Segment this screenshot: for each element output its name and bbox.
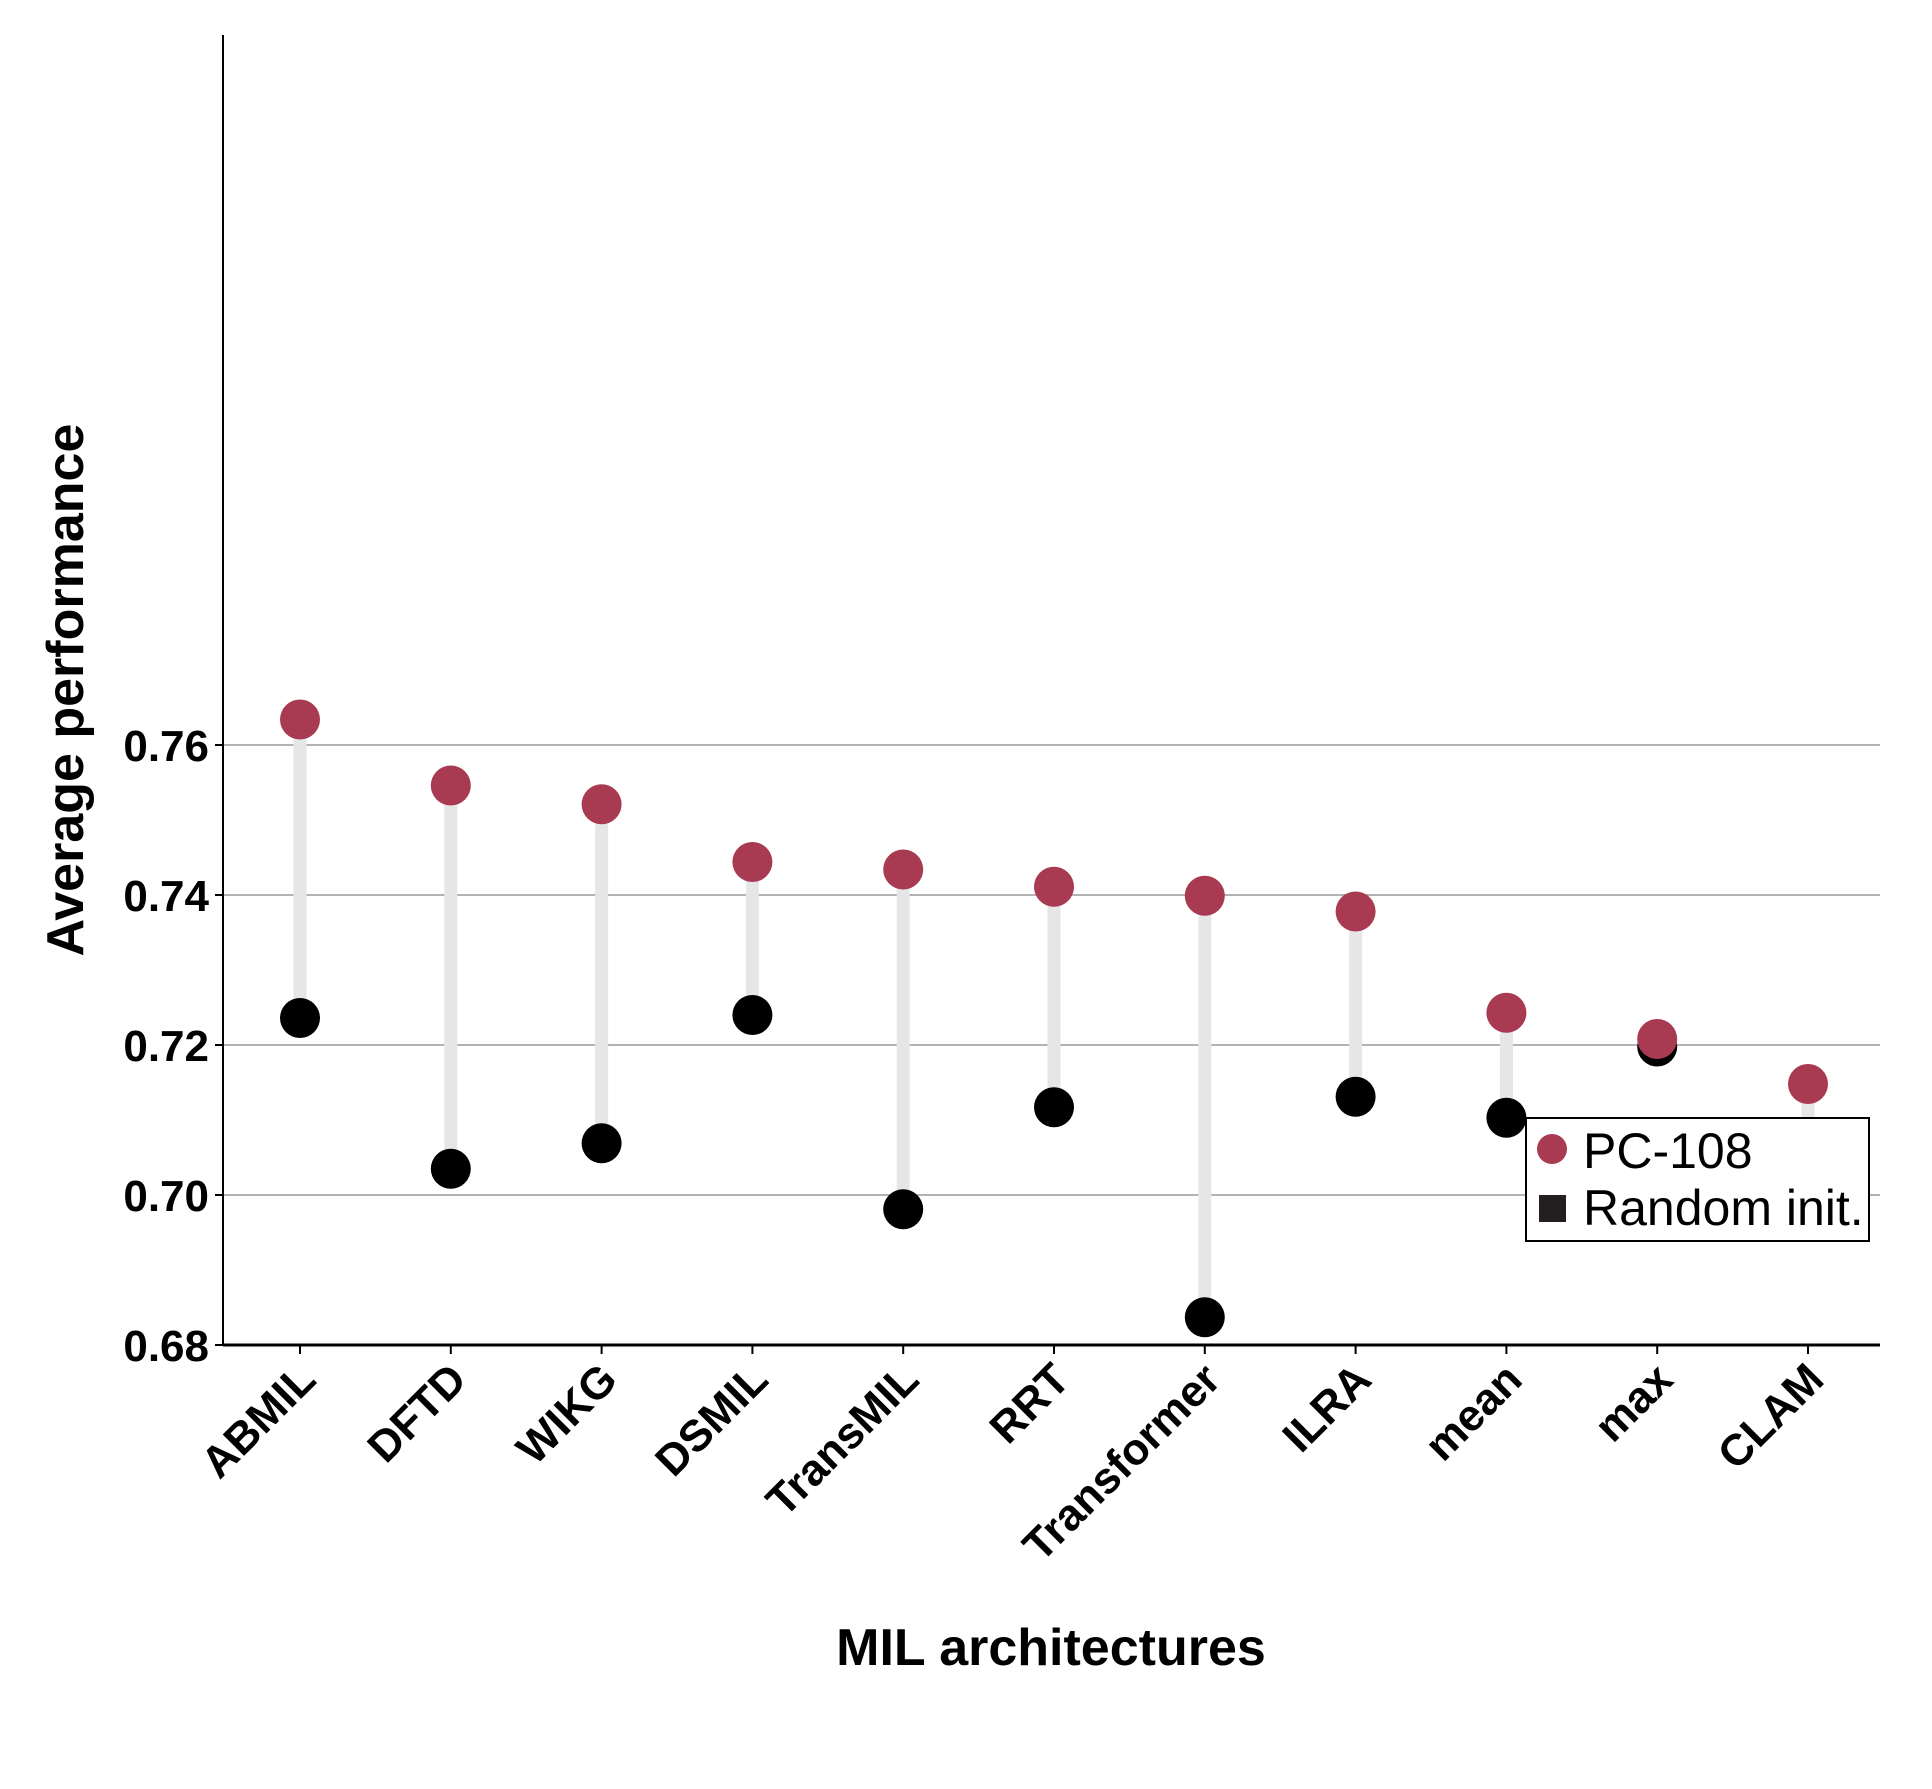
legend-label-pc108: PC-108 <box>1583 1123 1753 1179</box>
x-axis-title: MIL architectures <box>836 1619 1266 1677</box>
point-random-init-transformer <box>1184 1297 1225 1338</box>
legend-marker-pc108 <box>1537 1134 1567 1164</box>
y-tick-label: 0.72 <box>123 1022 209 1071</box>
x-tick-label-abmil: ABMIL <box>192 1354 325 1487</box>
axis-layer <box>222 35 1880 1347</box>
legend: PC-108 Random init. <box>1525 1117 1870 1242</box>
x-tick-label-clam: CLAM <box>1709 1354 1834 1479</box>
x-tick-label-rrt: RRT <box>980 1354 1079 1453</box>
point-random-init-transmil <box>883 1189 924 1230</box>
point-random-init-rrt <box>1034 1087 1074 1128</box>
point-random-init-dftd <box>430 1148 471 1189</box>
x-tick-label-dsmil: DSMIL <box>646 1354 777 1485</box>
point-pc108-transmil <box>883 849 924 890</box>
point-pc108-clam <box>1788 1064 1828 1104</box>
y-axis-title: Average performance <box>37 424 95 957</box>
point-pc108-dftd <box>430 765 471 806</box>
legend-box <box>1525 1117 1870 1242</box>
point-pc108-abmil <box>280 699 320 740</box>
y-tick-label: 0.74 <box>123 872 209 921</box>
y-tick-label: 0.68 <box>123 1322 209 1371</box>
y-tick-labels: 0.68 0.70 0.72 0.74 0.76 <box>123 722 209 1371</box>
x-tick-label-ilra: ILRA <box>1273 1354 1380 1461</box>
x-tick-label-dftd: DFTD <box>358 1354 476 1472</box>
point-pc108-mean <box>1486 992 1527 1033</box>
point-random-init-wikg <box>581 1123 622 1164</box>
point-pc108-rrt <box>1034 866 1074 907</box>
point-pc108-max <box>1637 1019 1678 1059</box>
x-tick-label-wikg: WIKG <box>507 1354 626 1473</box>
point-layer <box>280 699 1828 1338</box>
point-pc108-transformer <box>1184 875 1225 916</box>
connector-layer <box>293 719 1815 1318</box>
x-tick-label-max: max <box>1585 1354 1682 1451</box>
point-pc108-wikg <box>581 784 622 825</box>
point-pc108-dsmil <box>732 842 773 882</box>
y-tick-label: 0.70 <box>123 1172 209 1221</box>
point-random-init-dsmil <box>732 995 773 1035</box>
point-random-init-mean <box>1486 1097 1527 1138</box>
legend-marker-random-init <box>1539 1195 1566 1222</box>
legend-label-random-init: Random init. <box>1583 1180 1864 1236</box>
point-random-init-abmil <box>280 998 320 1038</box>
point-random-init-ilra <box>1335 1076 1376 1117</box>
x-tick-label-transmil: TransMIL <box>757 1354 928 1525</box>
y-tick-label: 0.76 <box>123 722 209 771</box>
x-tick-label-mean: mean <box>1416 1354 1532 1470</box>
point-pc108-ilra <box>1335 891 1376 932</box>
